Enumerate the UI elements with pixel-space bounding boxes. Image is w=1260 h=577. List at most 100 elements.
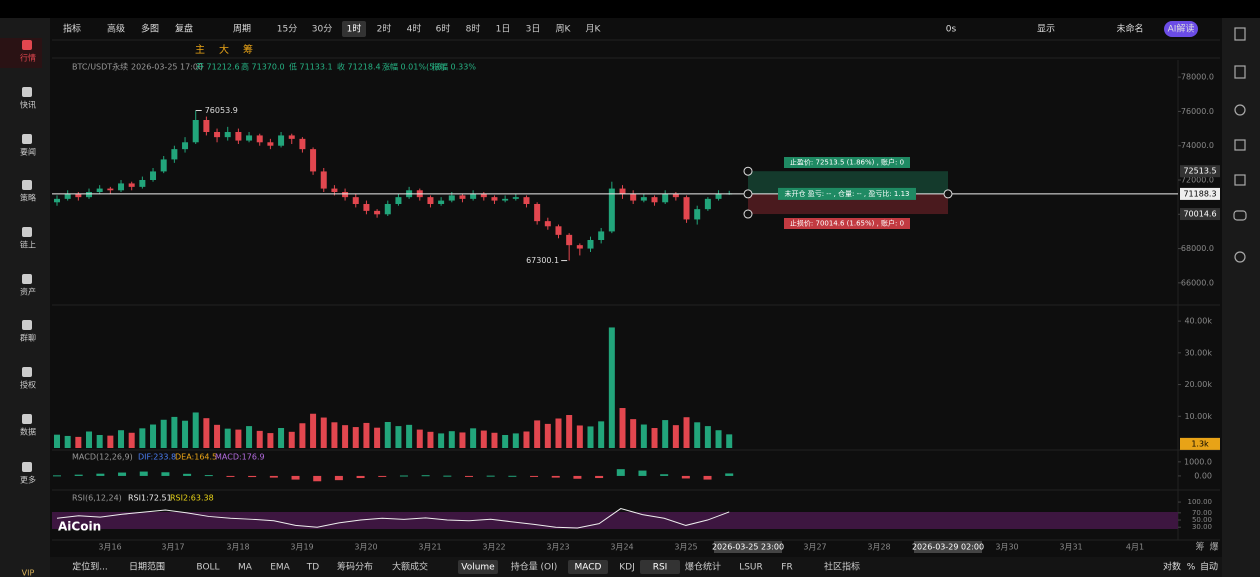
ohlc-info: 涨幅 0.01%(5.6) bbox=[382, 62, 445, 72]
bottom-item[interactable]: 日期范围 bbox=[129, 561, 165, 573]
nav-item[interactable]: 要闻 bbox=[20, 148, 36, 157]
axis-corner: 筹 bbox=[1195, 541, 1204, 553]
ohlc-info: 开 71212.6 bbox=[196, 63, 240, 72]
macd-bar bbox=[725, 473, 734, 476]
indicator[interactable]: EMA bbox=[270, 563, 290, 573]
ai-pill bbox=[1164, 21, 1198, 37]
handle[interactable] bbox=[743, 166, 753, 176]
indicator[interactable]: MACD bbox=[575, 563, 602, 573]
drawing-tool[interactable]: 主 bbox=[195, 44, 205, 56]
indicator[interactable]: 社区指标 bbox=[824, 561, 860, 573]
candle-body bbox=[704, 198, 711, 210]
candle-body bbox=[384, 204, 391, 215]
toolbar-item[interactable]: 0s bbox=[946, 25, 957, 35]
macd-bar bbox=[204, 475, 213, 477]
period[interactable]: 6时 bbox=[436, 23, 451, 35]
macd-bar bbox=[703, 475, 712, 480]
y-tick-label: 76000.0 bbox=[1181, 107, 1214, 116]
nav-item[interactable]: 授权 bbox=[20, 380, 36, 390]
volume-bar bbox=[246, 426, 253, 448]
x-tick-label: 3月21 bbox=[418, 543, 441, 552]
period[interactable]: 4时 bbox=[407, 23, 422, 35]
indicator[interactable]: 持仓量 (OI) bbox=[511, 561, 558, 573]
candle-body bbox=[715, 193, 722, 199]
volume-bar bbox=[171, 416, 178, 448]
indicator[interactable]: TD bbox=[306, 563, 319, 573]
macd-bar bbox=[464, 475, 473, 477]
volume-bar bbox=[128, 432, 135, 448]
nav-item[interactable]: 快讯 bbox=[20, 100, 36, 110]
price-tag bbox=[1180, 187, 1220, 200]
period[interactable]: 30分 bbox=[312, 24, 332, 35]
bottom-item[interactable]: 对数 bbox=[1163, 561, 1181, 573]
candle-body bbox=[171, 149, 178, 160]
macd-bar bbox=[595, 475, 604, 479]
toolbar-item[interactable]: 显示 bbox=[1037, 24, 1055, 35]
handle[interactable] bbox=[743, 189, 753, 199]
volume-bar bbox=[459, 432, 466, 448]
volume-bar bbox=[235, 429, 242, 448]
candle-body bbox=[555, 226, 562, 235]
volume-bar bbox=[662, 420, 669, 448]
ohlc-info: 振幅 0.33% bbox=[432, 62, 476, 72]
indicator[interactable]: Volume bbox=[461, 563, 495, 573]
y-tick-label: 72000.0 bbox=[1181, 176, 1214, 185]
nav-item[interactable]: 群聊 bbox=[20, 333, 36, 343]
nav-item[interactable]: 数据 bbox=[20, 427, 36, 437]
nav-item[interactable]: 链上 bbox=[20, 240, 36, 250]
handle[interactable] bbox=[943, 189, 953, 199]
volume-bar bbox=[342, 425, 349, 448]
indicator[interactable]: 大额成交 bbox=[392, 561, 428, 573]
axis-corner: 爆 bbox=[1209, 541, 1218, 553]
toolbar-item[interactable]: 高级 bbox=[107, 23, 125, 35]
indicator[interactable]: LSUR bbox=[739, 563, 763, 573]
period[interactable]: 8时 bbox=[466, 23, 481, 35]
drawing-tool[interactable]: 大 bbox=[219, 43, 229, 56]
period[interactable]: 3日 bbox=[526, 24, 541, 35]
candle-body bbox=[459, 195, 466, 199]
period[interactable]: 1时 bbox=[347, 23, 362, 35]
period[interactable]: 15分 bbox=[277, 24, 297, 35]
y-tick-label: 70.00 bbox=[1192, 509, 1212, 517]
indicator[interactable]: KDJ bbox=[619, 563, 635, 573]
indicator[interactable]: MA bbox=[238, 563, 253, 573]
indicator[interactable]: 爆仓统计 bbox=[685, 561, 721, 573]
y-tick-label: 10.00k bbox=[1184, 412, 1212, 421]
bottom-item[interactable]: % bbox=[1187, 563, 1196, 573]
volume-bar bbox=[619, 408, 626, 448]
period[interactable]: 月K bbox=[586, 24, 602, 35]
handle[interactable] bbox=[743, 209, 753, 219]
macd-bar bbox=[356, 475, 365, 479]
period[interactable]: 2时 bbox=[377, 23, 392, 35]
period[interactable]: 周K bbox=[556, 24, 572, 35]
macd-bar bbox=[139, 471, 148, 476]
indicator[interactable]: FR bbox=[781, 563, 792, 573]
toolbar-item[interactable]: 多图 bbox=[141, 23, 159, 35]
macd-bar bbox=[378, 475, 387, 477]
sl-tag bbox=[784, 218, 910, 229]
toolbar-item[interactable]: 复盘 bbox=[175, 23, 193, 35]
x-highlight bbox=[914, 541, 982, 553]
y-tick-label: 0.00 bbox=[1194, 471, 1212, 480]
drawing-tool[interactable]: 筹 bbox=[243, 43, 253, 56]
toolbar-item[interactable]: AI解读 bbox=[1168, 23, 1195, 35]
x-tick-label: 3月22 bbox=[482, 543, 505, 552]
toolbar-item[interactable]: 未命名 bbox=[1116, 23, 1143, 35]
indicator[interactable]: 筹码分布 bbox=[337, 561, 373, 573]
macd-bar bbox=[183, 473, 192, 476]
nav-item[interactable]: 行情 bbox=[20, 53, 36, 63]
nav-item[interactable]: 资产 bbox=[20, 287, 36, 297]
period[interactable]: 1日 bbox=[496, 24, 511, 35]
nav-item[interactable]: 更多 bbox=[20, 475, 36, 485]
tp-tag bbox=[784, 157, 910, 168]
indicator[interactable]: BOLL bbox=[196, 563, 219, 573]
nav-item[interactable]: 策略 bbox=[20, 193, 36, 203]
toolbar-item[interactable]: 指标 bbox=[63, 23, 81, 35]
bottom-item[interactable]: 定位到... bbox=[72, 561, 108, 573]
volume-bar bbox=[502, 434, 509, 448]
macd-bar bbox=[530, 475, 539, 477]
indicator[interactable]: RSI bbox=[653, 563, 668, 573]
bottom-item[interactable]: 自动 bbox=[1200, 561, 1218, 573]
low-label: 67300.1 bbox=[526, 256, 559, 265]
